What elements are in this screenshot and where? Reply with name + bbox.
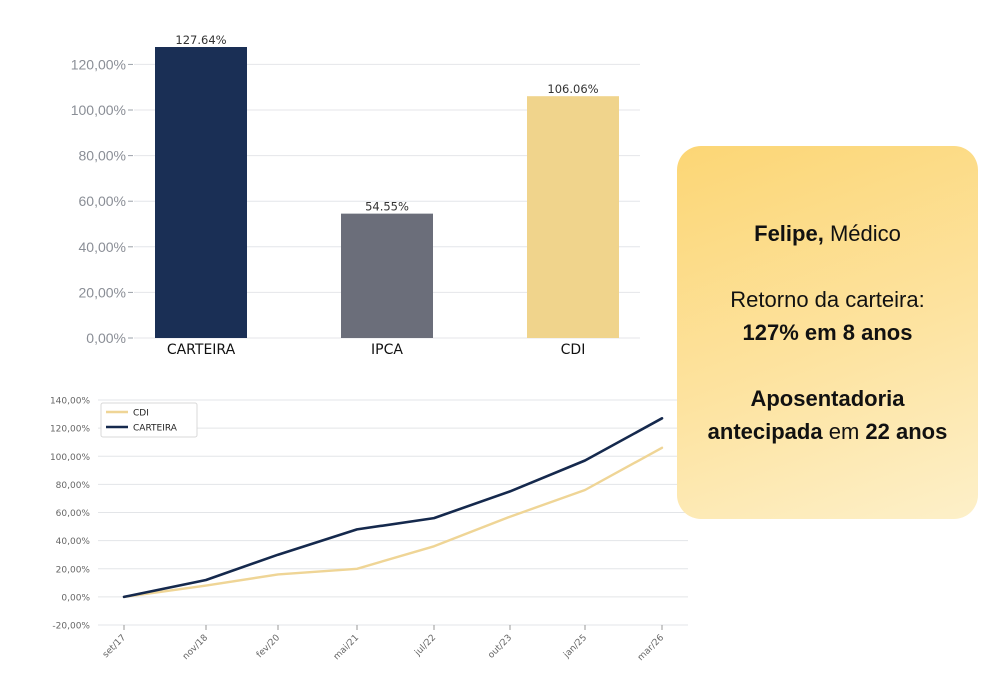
bar-y-tick-label: 20,00% xyxy=(79,284,126,300)
bar-y-tick-label: 40,00% xyxy=(79,239,126,255)
client-highlight-card: Felipe, Médico Retorno da carteira: 127%… xyxy=(677,146,978,519)
line-x-tick-label: jul/22 xyxy=(413,633,439,659)
line-y-tick-label: 100,00% xyxy=(50,453,90,463)
bar-data-label: 127.64% xyxy=(175,33,226,47)
client-line: Felipe, Médico xyxy=(754,217,901,250)
retirement-title: Aposentadoria xyxy=(750,386,905,411)
line-y-tick-label: 40,00% xyxy=(56,537,91,547)
return-value: 127% em 8 anos xyxy=(742,320,913,345)
bar-y-tick-label: 100,00% xyxy=(71,102,126,118)
bar-category-label: CARTEIRA xyxy=(167,342,236,358)
bar-ipca xyxy=(341,213,433,338)
client-name: Felipe, xyxy=(754,221,824,246)
line-y-tick-label: -20,00% xyxy=(52,622,90,632)
line-x-tick-label: out/23 xyxy=(486,633,514,661)
series-line-cdi xyxy=(122,446,664,599)
line-x-tick-label: fev/20 xyxy=(255,633,282,660)
line-x-tick-label: mar/26 xyxy=(636,633,666,663)
retirement-line: antecipada em 22 anos xyxy=(708,415,948,448)
bar-y-tick-label: 60,00% xyxy=(79,193,126,209)
bar-y-tick-label: 120,00% xyxy=(71,56,126,72)
retirement-years: 22 anos xyxy=(865,419,948,444)
client-profession: Médico xyxy=(829,221,901,246)
line-y-tick-label: 140,00% xyxy=(50,397,90,407)
bar-y-tick-label: 80,00% xyxy=(79,148,126,164)
retirement-connector: em xyxy=(828,419,860,444)
bar-carteira xyxy=(155,47,247,338)
return-label: Retorno da carteira: xyxy=(730,287,925,312)
line-x-tick-label: set/17 xyxy=(101,633,128,660)
line-y-tick-label: 80,00% xyxy=(56,481,91,491)
line-y-tick-label: 60,00% xyxy=(56,509,91,519)
line-x-tick-label: nov/18 xyxy=(181,633,210,662)
bar-y-tick-label: 0,00% xyxy=(86,330,126,346)
bar-category-label: IPCA xyxy=(371,342,403,358)
comparison-bar-chart: 0,00% 20,00% 40,00% 60,00% 80,00% 100,00% 120,… xyxy=(71,33,640,358)
retirement-word: antecipada xyxy=(707,419,823,444)
bar-data-label: 54.55% xyxy=(365,200,409,214)
legend-label-cdi: CDI xyxy=(133,409,149,419)
bar-category-label: CDI xyxy=(561,342,586,358)
line-y-tick-label: 20,00% xyxy=(56,565,91,575)
line-x-tick-label: mai/21 xyxy=(332,633,361,662)
line-y-tick-label: 120,00% xyxy=(50,425,90,435)
performance-line-chart: -20,00% 0,00% 20,00% 40,00% 60,00% 80,00% 100,… xyxy=(50,397,688,663)
line-y-tick-label: 0,00% xyxy=(61,593,90,603)
legend-label-carteira: CARTEIRA xyxy=(133,424,178,434)
bar-data-label: 106.06% xyxy=(547,82,598,96)
line-x-tick-label: jan/25 xyxy=(561,633,589,661)
series-line-carteira xyxy=(122,416,664,599)
bar-cdi xyxy=(527,96,619,338)
